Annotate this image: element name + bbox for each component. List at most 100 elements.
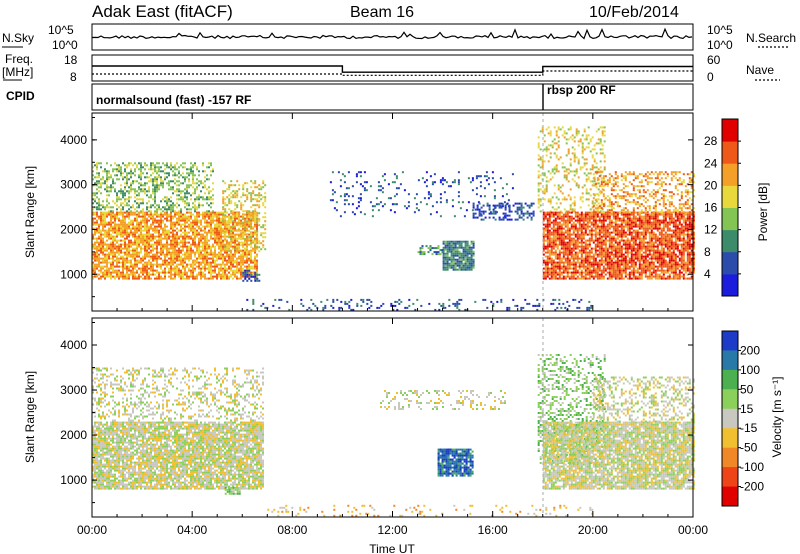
heatmap-cell bbox=[483, 175, 486, 178]
heatmap-cell bbox=[256, 253, 258, 256]
heatmap-cell bbox=[596, 271, 599, 274]
heatmap-cell bbox=[192, 164, 194, 167]
heatmap-cell bbox=[208, 247, 210, 250]
heatmap-cell bbox=[158, 271, 160, 274]
heatmap-cell bbox=[476, 204, 479, 207]
heatmap-cell bbox=[580, 223, 583, 226]
heatmap-cell bbox=[560, 227, 563, 230]
heatmap-cell bbox=[596, 245, 599, 248]
heatmap-cell bbox=[228, 227, 230, 230]
heatmap-cell bbox=[202, 162, 204, 165]
heatmap-cell bbox=[246, 243, 248, 246]
heatmap-cell bbox=[544, 213, 547, 216]
heatmap-cell bbox=[468, 262, 471, 265]
heatmap-cell bbox=[230, 235, 232, 238]
heatmap-cell bbox=[564, 261, 567, 264]
heatmap-cell bbox=[248, 210, 251, 213]
heatmap-cell bbox=[248, 257, 250, 260]
heatmap-cell bbox=[250, 249, 252, 252]
heatmap-cell bbox=[166, 247, 168, 250]
heatmap-cell bbox=[585, 162, 588, 165]
heatmap-cell bbox=[178, 217, 180, 220]
heatmap-cell bbox=[597, 194, 600, 197]
heatmap-cell bbox=[132, 273, 134, 276]
heatmap-cell bbox=[140, 174, 142, 177]
heatmap-cell bbox=[96, 221, 98, 224]
heatmap-cell bbox=[212, 255, 214, 258]
heatmap-cell bbox=[244, 220, 247, 223]
heatmap-cell bbox=[174, 243, 176, 246]
heatmap-cell bbox=[546, 227, 549, 230]
heatmap-cell bbox=[156, 249, 158, 252]
heatmap-cell bbox=[214, 215, 216, 218]
heatmap-cell bbox=[558, 215, 561, 218]
heatmap-cell bbox=[468, 266, 471, 269]
heatmap-cell bbox=[549, 134, 552, 137]
heatmap-cell bbox=[174, 247, 176, 250]
heatmap-cell bbox=[118, 229, 120, 232]
heatmap-cell bbox=[458, 246, 461, 249]
heatmap-cell bbox=[200, 180, 202, 183]
heatmap-cell bbox=[162, 247, 164, 250]
heatmap-cell bbox=[102, 219, 104, 222]
heatmap-cell bbox=[582, 233, 585, 236]
heatmap-cell bbox=[218, 275, 220, 278]
heatmap-cell bbox=[178, 235, 180, 238]
heatmap-cell bbox=[176, 251, 178, 254]
heatmap-cell bbox=[442, 266, 445, 269]
heatmap-cell bbox=[598, 267, 601, 270]
heatmap-cell bbox=[472, 244, 475, 247]
heatmap-cell bbox=[114, 269, 116, 272]
heatmap-cell bbox=[140, 170, 142, 173]
heatmap-cell bbox=[578, 233, 581, 236]
heatmap-cell bbox=[568, 261, 571, 264]
heatmap-cell bbox=[108, 221, 110, 224]
heatmap-cell bbox=[583, 138, 586, 141]
heatmap-cell bbox=[450, 250, 453, 253]
heatmap-cell bbox=[100, 257, 102, 260]
heatmap-cell bbox=[542, 229, 545, 232]
heatmap-cell bbox=[206, 225, 208, 228]
heatmap-cell bbox=[562, 277, 565, 280]
heatmap-cell bbox=[214, 239, 216, 242]
heatmap-cell bbox=[126, 237, 128, 240]
heatmap-cell bbox=[108, 194, 110, 197]
heatmap-cell bbox=[142, 269, 144, 272]
heatmap-cell bbox=[92, 178, 94, 181]
heatmap-cell bbox=[234, 251, 236, 254]
heatmap-cell bbox=[246, 273, 249, 276]
heatmap-cell bbox=[92, 247, 94, 250]
heatmap-cell bbox=[560, 251, 563, 254]
heatmap-cell bbox=[583, 184, 586, 187]
heatmap-cell bbox=[136, 219, 138, 222]
heatmap-cell bbox=[250, 186, 253, 189]
heatmap-cell bbox=[470, 256, 473, 259]
heatmap-cell bbox=[244, 200, 247, 203]
heatmap-cell bbox=[176, 245, 178, 248]
heatmap-cell bbox=[152, 217, 154, 220]
heatmap-cell bbox=[566, 251, 569, 254]
heatmap-cell bbox=[206, 251, 208, 254]
heatmap-cell bbox=[565, 178, 568, 181]
heatmap-cell bbox=[550, 261, 553, 264]
heatmap-cell bbox=[192, 182, 194, 185]
heatmap-cell bbox=[142, 166, 144, 169]
heatmap-cell bbox=[188, 174, 190, 177]
heatmap-cell bbox=[558, 269, 561, 272]
heatmap-cell bbox=[182, 190, 184, 193]
heatmap-cell bbox=[448, 242, 451, 245]
heatmap-cell bbox=[351, 195, 354, 198]
heatmap-cell bbox=[557, 126, 560, 129]
heatmap-cell bbox=[584, 215, 587, 218]
heatmap-cell bbox=[210, 217, 212, 220]
heatmap-cell bbox=[559, 190, 562, 193]
heatmap-cell bbox=[583, 162, 586, 165]
heatmap-cell bbox=[567, 138, 570, 141]
heatmap-cell bbox=[574, 251, 577, 254]
heatmap-cell bbox=[234, 192, 237, 195]
heatmap-cell bbox=[562, 245, 565, 248]
heatmap-cell bbox=[96, 162, 98, 165]
heatmap-cell bbox=[240, 275, 242, 278]
heatmap-cell bbox=[168, 261, 170, 264]
heatmap-cell bbox=[240, 232, 243, 235]
